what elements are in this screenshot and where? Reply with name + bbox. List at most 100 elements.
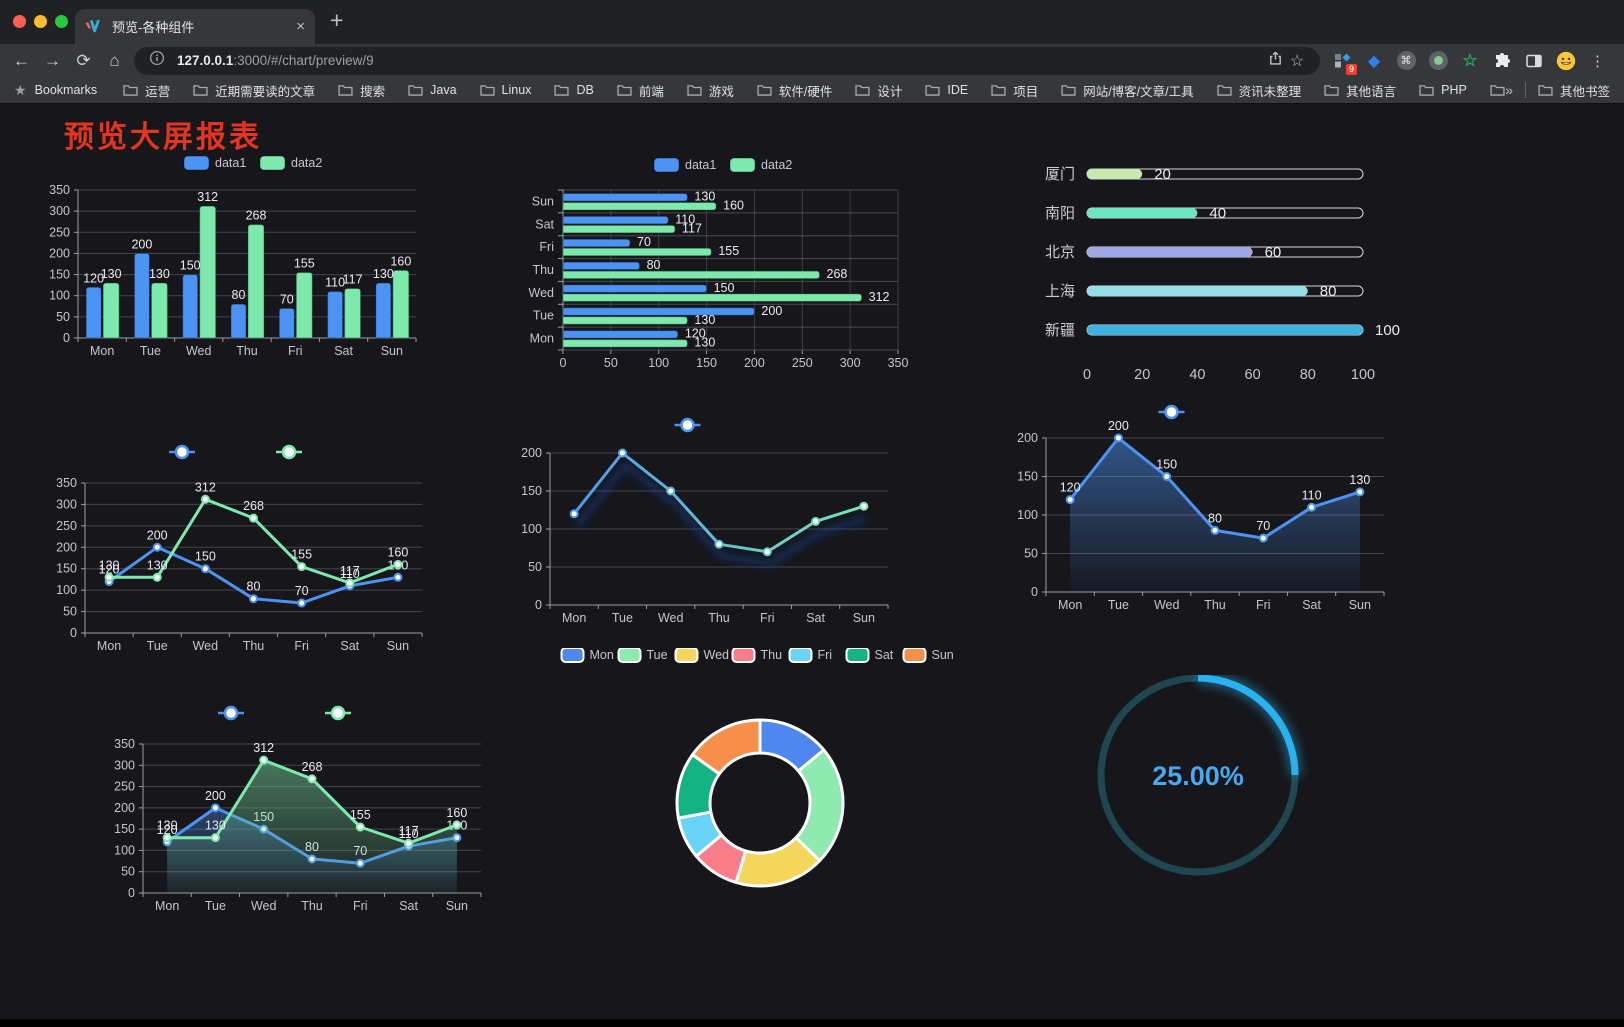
svg-text:80: 80 [1320, 283, 1337, 300]
bookmarks-label[interactable]: Bookmarks [34, 83, 98, 97]
svg-text:250: 250 [792, 356, 813, 370]
svg-text:300: 300 [114, 758, 135, 772]
svg-text:120: 120 [1060, 481, 1081, 495]
folder-icon [925, 85, 940, 96]
bookmark-folder[interactable]: Java [408, 83, 457, 97]
bookmark-folder[interactable]: 其他语言 [1324, 81, 1396, 100]
gem-extension-icon[interactable]: ◆ [1367, 52, 1381, 70]
site-info-icon[interactable] [146, 50, 168, 71]
svg-text:155: 155 [350, 808, 371, 822]
folder-icon [479, 85, 495, 96]
svg-text:350: 350 [56, 476, 77, 490]
bookmark-folder[interactable]: 项目 [991, 81, 1038, 100]
svg-text:200: 200 [205, 789, 226, 803]
chart-line-area[interactable]: 0 50 100 150 200 250 300 350 Mon Tue Wed Thu Fri Sat S… [95, 700, 500, 924]
new-tab-button[interactable]: + [330, 7, 344, 33]
svg-text:150: 150 [521, 484, 542, 498]
home-button[interactable]: ⌂ [109, 50, 120, 70]
forward-button[interactable]: → [44, 50, 61, 70]
svg-text:130: 130 [694, 313, 715, 327]
svg-text:350: 350 [114, 737, 135, 751]
svg-text:150: 150 [1156, 458, 1177, 472]
chart-horizontal-bar[interactable]: data1 data2 0 50 100 150 200 250 300 350 Sun 130 160… [505, 150, 917, 382]
bookmark-folder[interactable]: 搜索 [338, 81, 385, 100]
folder-icon [123, 85, 138, 96]
bookmark-folder[interactable]: 设计 [855, 81, 902, 100]
bookmark-folder[interactable]: 前端 [617, 81, 664, 100]
chart-donut-pie[interactable]: Mon Tue Wed Thu Fri Sat Sun [540, 648, 985, 906]
svg-text:Sat: Sat [535, 217, 554, 231]
svg-text:130: 130 [1349, 473, 1370, 487]
svg-text:117: 117 [399, 824, 419, 838]
svg-text:268: 268 [302, 760, 323, 774]
svg-text:150: 150 [714, 281, 735, 295]
svg-text:70: 70 [637, 235, 651, 249]
side-panel-icon[interactable] [1524, 51, 1544, 71]
svg-text:200: 200 [56, 540, 77, 554]
window-controls [13, 15, 68, 28]
svg-text:Sun: Sun [387, 639, 409, 653]
window-zoom-button[interactable] [55, 15, 68, 28]
svg-text:Mon: Mon [1058, 598, 1082, 612]
extension-grid-icon[interactable]: 9 [1332, 51, 1357, 75]
folder-icon [1061, 85, 1076, 96]
puzzle-extensions-icon[interactable] [1492, 51, 1512, 71]
bookmark-folder[interactable]: 网站/博客/文章/工具 [1061, 81, 1194, 100]
chart-gauge-percent[interactable]: 25.00% [1078, 675, 1323, 887]
window-close-button[interactable] [13, 15, 26, 28]
svg-text:160: 160 [723, 199, 744, 213]
svg-text:50: 50 [528, 560, 542, 574]
window-minimize-button[interactable] [34, 15, 47, 28]
back-button[interactable]: ← [13, 50, 30, 70]
svg-text:130: 130 [147, 558, 168, 572]
reload-button[interactable]: ⟳ [76, 50, 91, 70]
bookmark-folder[interactable]: 游戏 [687, 81, 734, 100]
bookmark-star-icon[interactable]: ☆ [1289, 52, 1305, 70]
svg-text:Thu: Thu [708, 611, 730, 625]
command-extension-icon[interactable]: ⌘ [1396, 51, 1416, 71]
svg-text:150: 150 [56, 562, 77, 576]
url-text[interactable]: 127.0.0.1:3000/#/chart/preview/9 [177, 53, 1264, 68]
bookmark-folder[interactable]: PHP [1419, 83, 1467, 97]
chart-capsule-progress[interactable]: 厦门 20 南阳 40 北京 60 上海 80 新疆 100 0 20 40 60 80 100 [988, 150, 1413, 390]
bookmarks-star-icon[interactable]: ★ [14, 81, 27, 98]
folder-icon [1324, 85, 1339, 96]
bookmark-folder[interactable]: 文件服务器 [1490, 81, 1505, 100]
bookmark-folder[interactable]: Linux [479, 83, 531, 97]
address-bar[interactable]: 127.0.0.1:3000/#/chart/preview/9 ☆ [134, 46, 1320, 75]
record-extension-icon[interactable] [1428, 51, 1448, 71]
svg-text:200: 200 [744, 356, 765, 370]
bookmarks-overflow-button[interactable]: » [1505, 82, 1513, 98]
browser-toolbar: ← → ⟳ ⌂ 127.0.0.1:3000/#/chart/preview/9… [0, 44, 1624, 77]
bookmark-folder[interactable]: 近期需要读的文章 [193, 81, 315, 100]
chart-grouped-bar[interactable]: data1 data2 0 50 100 150 200 250 300 350 Mon Tue Wed… [35, 148, 485, 398]
tab-close-icon[interactable]: × [296, 18, 305, 35]
svg-text:110: 110 [675, 212, 695, 226]
svg-text:新疆: 新疆 [1045, 322, 1075, 339]
svg-text:130: 130 [373, 267, 394, 281]
svg-text:155: 155 [718, 244, 739, 258]
svg-text:312: 312 [195, 480, 216, 494]
bookmark-folder[interactable]: DB [554, 83, 594, 97]
share-icon[interactable] [1264, 50, 1286, 72]
chart-blue-area[interactable]: 0 50 100 150 200 Mon Tue Wed Thu Fri Sat Sun 120 200 1… [983, 390, 1403, 622]
svg-text:Mon: Mon [590, 648, 614, 662]
svg-text:Mon: Mon [97, 639, 121, 653]
bookmark-folder[interactable]: IDE [925, 83, 968, 97]
bookmark-folder[interactable]: 运营 [123, 81, 170, 100]
chart-gradient-line[interactable]: 0 50 100 150 200 Mon Tue Wed Thu Fri Sat Sun [503, 395, 908, 635]
other-bookmarks-button[interactable]: 其他书签 [1538, 81, 1610, 100]
svg-text:130: 130 [99, 558, 120, 572]
svg-text:0: 0 [560, 356, 567, 370]
svg-text:Thu: Thu [532, 263, 554, 277]
svg-text:Tue: Tue [147, 639, 168, 653]
svg-text:50: 50 [56, 310, 70, 324]
bookmark-folder[interactable]: 资讯未整理 [1217, 81, 1301, 100]
browser-tab[interactable]: 预览-各种组件 × [75, 9, 315, 44]
menu-kebab-icon[interactable]: ⋮ [1590, 52, 1605, 70]
star-extension-icon[interactable]: ☆ [1462, 50, 1478, 70]
profile-avatar[interactable] [1556, 51, 1576, 71]
svg-text:60: 60 [1265, 244, 1282, 261]
chart-two-series-line[interactable]: 0 50 100 150 200 250 300 350 Mon Tue Wed Thu Fri Sat S… [38, 430, 474, 664]
bookmark-folder[interactable]: 软件/硬件 [757, 81, 832, 100]
